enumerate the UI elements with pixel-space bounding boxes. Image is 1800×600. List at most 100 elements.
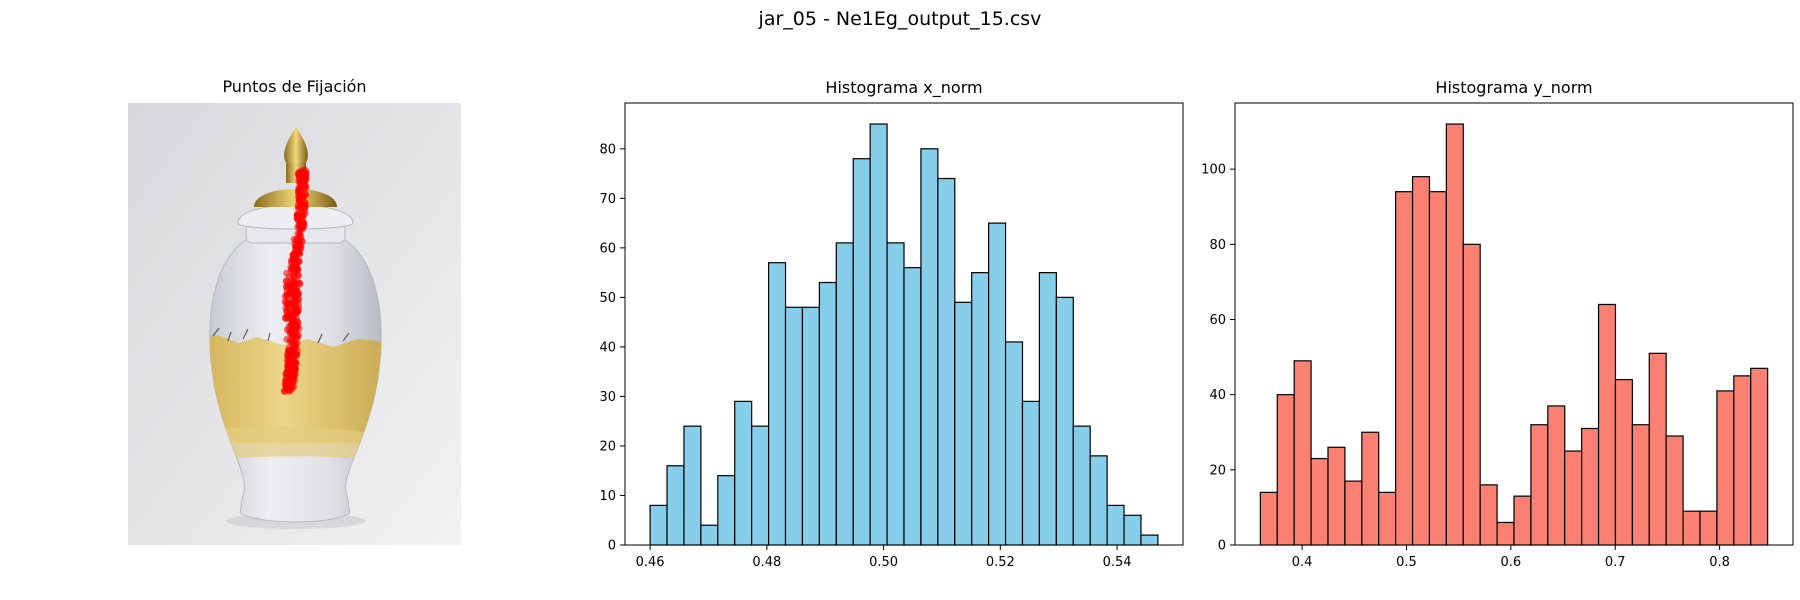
fixation-point bbox=[301, 199, 309, 207]
x-tick-label: 0.50 bbox=[869, 555, 898, 570]
histogram-bar bbox=[869, 123, 888, 546]
fixation-point bbox=[282, 382, 290, 390]
figure-suptitle: jar_05 - Ne1Eg_output_15.csv bbox=[758, 8, 1042, 30]
histogram-bar bbox=[666, 465, 685, 546]
histogram-bar bbox=[1276, 394, 1295, 546]
fixation-point bbox=[286, 366, 294, 374]
histogram-bar bbox=[784, 306, 804, 546]
histogram-bar bbox=[937, 177, 956, 546]
image-panel-title: Puntos de Fijación bbox=[222, 77, 367, 96]
fixation-points bbox=[280, 166, 310, 395]
histogram-bar bbox=[1682, 510, 1701, 546]
fixation-point bbox=[295, 171, 303, 179]
histogram-bar bbox=[1614, 379, 1633, 546]
y-tick-label: 40 bbox=[599, 340, 616, 355]
y-tick-label: 60 bbox=[599, 241, 616, 256]
x-tick-label: 0.46 bbox=[636, 555, 665, 570]
fixation-point bbox=[282, 314, 290, 322]
histogram-bar bbox=[852, 158, 871, 546]
histogram-bar bbox=[1750, 367, 1769, 546]
fixation-point bbox=[293, 263, 301, 271]
fixation-point bbox=[301, 183, 309, 191]
fixation-point bbox=[291, 343, 299, 351]
x-tick-label: 0.54 bbox=[1103, 555, 1132, 570]
y-tick-label: 10 bbox=[599, 489, 616, 504]
histogram-bar bbox=[1140, 534, 1159, 546]
histogram-bar bbox=[1089, 455, 1108, 546]
fixation-point bbox=[283, 278, 291, 286]
fixation-point bbox=[281, 298, 289, 306]
y-tick-label: 80 bbox=[1209, 238, 1226, 253]
y-tick-label: 70 bbox=[599, 192, 616, 207]
fixation-point bbox=[302, 171, 310, 179]
histogram-bar bbox=[751, 425, 770, 546]
histogram-bar bbox=[1072, 425, 1091, 546]
y-tick-label: 50 bbox=[599, 291, 616, 306]
jar-image bbox=[128, 103, 461, 545]
x-tick-label: 0.5 bbox=[1396, 555, 1417, 570]
histogram-bar bbox=[1547, 405, 1566, 546]
fixation-point bbox=[291, 285, 299, 293]
fixation-point bbox=[290, 253, 298, 261]
y-tick-label: 40 bbox=[1209, 388, 1226, 403]
histogram-bar bbox=[767, 262, 787, 546]
axes-frame bbox=[1234, 102, 1794, 546]
fixation-point bbox=[288, 376, 296, 384]
histogram-bar bbox=[971, 272, 990, 546]
histogram-bar bbox=[1648, 352, 1667, 546]
histogram-bar bbox=[1259, 491, 1278, 546]
histogram-bar bbox=[920, 148, 939, 546]
histogram-bar bbox=[1004, 341, 1024, 546]
histogram-bar bbox=[1344, 480, 1363, 546]
histogram-bar bbox=[1123, 514, 1142, 546]
histogram-bar bbox=[734, 400, 753, 546]
histogram-bar bbox=[835, 242, 854, 546]
histogram-bar bbox=[1479, 484, 1498, 546]
histogram-bar bbox=[1395, 191, 1414, 546]
y-tick-label: 20 bbox=[1209, 463, 1226, 478]
y-tick-label: 80 bbox=[599, 142, 616, 157]
histogram-bar bbox=[1310, 457, 1329, 546]
axes-frame bbox=[624, 102, 1184, 546]
histogram-bar bbox=[1597, 303, 1617, 546]
fixation-point bbox=[293, 322, 301, 330]
histogram-bar bbox=[1055, 296, 1074, 546]
histogram-bar bbox=[1021, 400, 1041, 546]
histogram-bar bbox=[649, 504, 668, 546]
hist-x-title: Histograma x_norm bbox=[825, 78, 983, 97]
histogram-bar bbox=[1733, 375, 1752, 546]
x-tick-label: 0.4 bbox=[1292, 555, 1313, 570]
histogram-bar bbox=[954, 301, 973, 546]
fixation-point bbox=[296, 280, 304, 288]
histogram-bar bbox=[1106, 504, 1125, 546]
y-tick-label: 30 bbox=[599, 390, 616, 405]
histogram-bar bbox=[1530, 424, 1549, 546]
jar-photo bbox=[128, 103, 461, 545]
histogram-bar bbox=[1462, 243, 1481, 546]
fixation-point bbox=[282, 283, 290, 291]
y-tick-label: 20 bbox=[599, 439, 616, 454]
y-tick-label: 60 bbox=[1209, 313, 1226, 328]
x-tick-label: 0.7 bbox=[1605, 555, 1626, 570]
hist-y-title: Histograma y_norm bbox=[1435, 78, 1593, 97]
histogram-bar bbox=[1411, 176, 1431, 546]
fixation-point bbox=[292, 243, 300, 251]
fixation-point bbox=[294, 188, 303, 196]
histogram-bar bbox=[1699, 510, 1718, 546]
histogram-bar bbox=[717, 475, 736, 546]
histogram-bar bbox=[1378, 491, 1397, 546]
fixation-point bbox=[293, 334, 301, 342]
histogram-bar bbox=[1665, 435, 1684, 546]
histogram-bar bbox=[1428, 191, 1447, 546]
histogram-bar bbox=[1716, 390, 1735, 546]
histogram-bar bbox=[1631, 424, 1650, 546]
x-tick-label: 0.8 bbox=[1709, 555, 1730, 570]
fixation-point bbox=[283, 335, 291, 343]
y-tick-label: 0 bbox=[1218, 539, 1226, 554]
histogram-bar bbox=[1513, 495, 1532, 546]
histogram-bar bbox=[1293, 360, 1312, 546]
histogram-bar bbox=[1038, 272, 1057, 546]
histogram-bar bbox=[903, 267, 922, 546]
x-tick-label: 0.6 bbox=[1501, 555, 1522, 570]
fixation-point bbox=[288, 317, 296, 325]
